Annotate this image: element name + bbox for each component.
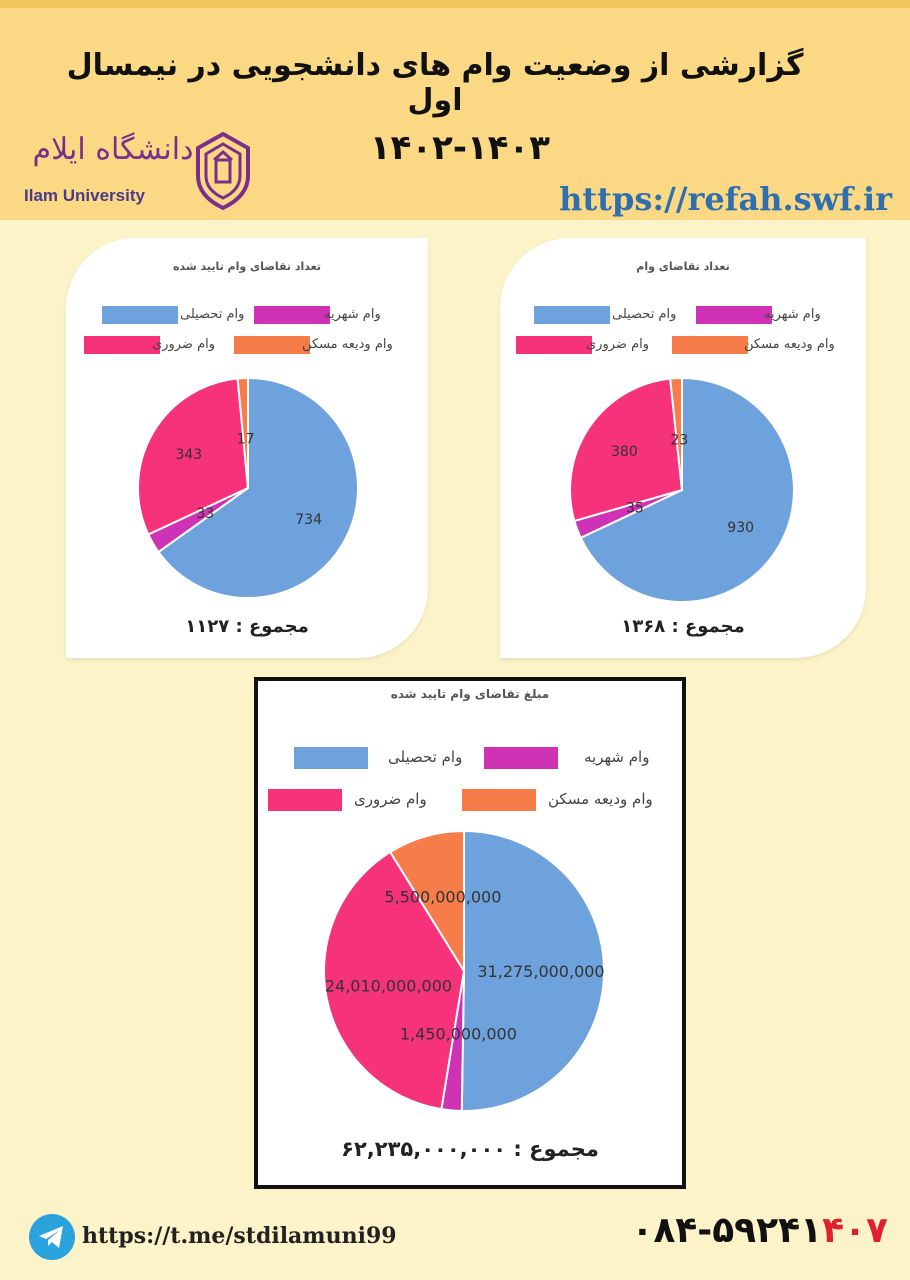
legend-swatch xyxy=(462,789,536,811)
legend-label: وام ضروری xyxy=(586,337,650,352)
phone-suffix: ۴۰۷ xyxy=(822,1210,888,1251)
logo-persian-text: دانشگاه ایلام xyxy=(32,132,194,167)
legend-label: وام شهریه xyxy=(584,748,650,766)
pie-data-label: 17 xyxy=(237,431,255,447)
website-link[interactable]: https://refah.swf.ir xyxy=(559,180,892,218)
chart-card-approved-requests: تعداد تقاضای وام تایید شده 734 33 343 17 مج… xyxy=(66,238,428,658)
pie-slice[interactable] xyxy=(137,377,250,536)
pie-data-label: 5,500,000,000 xyxy=(384,888,501,907)
legend-swatch xyxy=(84,336,160,354)
chart-title: تعداد تقاضای وام تایید شده xyxy=(172,260,322,273)
pie-chart-approved-amount: 31,275,000,000 1,450,000,000 24,010,000,00… xyxy=(323,829,605,1112)
pie-slice[interactable] xyxy=(460,829,605,1112)
page-title: گزارشی از وضعیت وام های دانشجویی در نیمس… xyxy=(66,48,804,118)
legend-swatch xyxy=(696,306,772,324)
pie-data-label: 930 xyxy=(727,520,754,536)
legend-label: وام ودیعه مسکن xyxy=(302,337,393,352)
pie-slice[interactable] xyxy=(157,376,359,599)
legend-swatch xyxy=(516,336,592,354)
pie-slice[interactable] xyxy=(569,377,684,523)
legend-swatch xyxy=(294,747,368,769)
pie-data-label: 23 xyxy=(670,433,688,449)
chart-total: مجموع : ۱۱۲۷ xyxy=(185,616,309,637)
legend-label: وام تحصیلی xyxy=(612,307,677,322)
legend-label: وام تحصیلی xyxy=(180,307,245,322)
legend-label: وام تحصیلی xyxy=(388,748,463,766)
legend-label: وام ودیعه مسکن xyxy=(548,790,653,808)
telegram-icon[interactable] xyxy=(28,1213,76,1261)
pie-data-label: 380 xyxy=(611,444,638,460)
legend-swatch xyxy=(268,789,342,811)
legend-swatch xyxy=(672,336,748,354)
header-banner: گزارشی از وضعیت وام های دانشجویی در نیمس… xyxy=(0,8,910,220)
legend-swatch xyxy=(534,306,610,324)
pie-slice[interactable] xyxy=(579,376,795,603)
university-emblem-icon xyxy=(196,131,250,210)
chart-total: مجموع : ۱۳۶۸ xyxy=(621,616,745,637)
pie-data-label: 33 xyxy=(196,506,214,522)
pie-data-label: 31,275,000,000 xyxy=(477,962,604,981)
pie-data-label: 24,010,000,000 xyxy=(325,977,452,996)
pie-slice[interactable] xyxy=(388,829,465,975)
chart-total: مجموع : ۶۲,۲۳۵,۰۰۰,۰۰۰ xyxy=(341,1137,599,1161)
legend-label: وام ودیعه مسکن xyxy=(744,337,835,352)
years-label: ۱۴۰۲-۱۴۰۳ xyxy=(369,128,551,168)
legend-label: وام شهریه xyxy=(764,307,821,322)
university-logo: دانشگاه ایلام Ilam University xyxy=(20,126,250,216)
logo-english-text: Ilam University xyxy=(24,186,145,205)
chart-title: مبلغ تقاضای وام تایید شده xyxy=(390,687,550,701)
pie-slice[interactable] xyxy=(669,376,683,491)
phone-number: ۰۸۴-۵۹۲۴۱۴۰۷ xyxy=(631,1210,888,1251)
chart-card-approved-amount: مبلغ تقاضای وام تایید شده 31,275,000,000… xyxy=(254,677,686,1189)
pie-data-label: 35 xyxy=(626,501,644,517)
pie-slice[interactable] xyxy=(236,376,249,489)
legend-swatch xyxy=(484,747,558,769)
phone-prefix: ۰۸۴-۵۹۲۴۱ xyxy=(631,1210,823,1251)
telegram-link[interactable]: https://t.me/stdilamuni99 xyxy=(82,1223,397,1249)
chart-card-loan-requests: تعداد تقاضای وام 930 35 380 23 مجموع : ۱۳۶۸… xyxy=(500,238,866,658)
legend-label: وام ضروری xyxy=(152,337,216,352)
pie-data-label: 1,450,000,000 xyxy=(400,1024,517,1043)
legend-swatch xyxy=(234,336,310,354)
pie-data-label: 734 xyxy=(295,512,322,528)
pie-chart-loan-requests: 930 35 380 23 xyxy=(569,376,795,603)
legend-swatch xyxy=(254,306,330,324)
legend-label: وام شهریه xyxy=(324,307,381,322)
legend-swatch xyxy=(102,306,178,324)
pie-chart-approved-requests: 734 33 343 17 xyxy=(137,376,359,599)
legend-label: وام ضروری xyxy=(354,790,427,808)
top-strip xyxy=(0,0,910,8)
pie-data-label: 343 xyxy=(175,447,202,463)
chart-title: تعداد تقاضای وام xyxy=(636,260,730,273)
